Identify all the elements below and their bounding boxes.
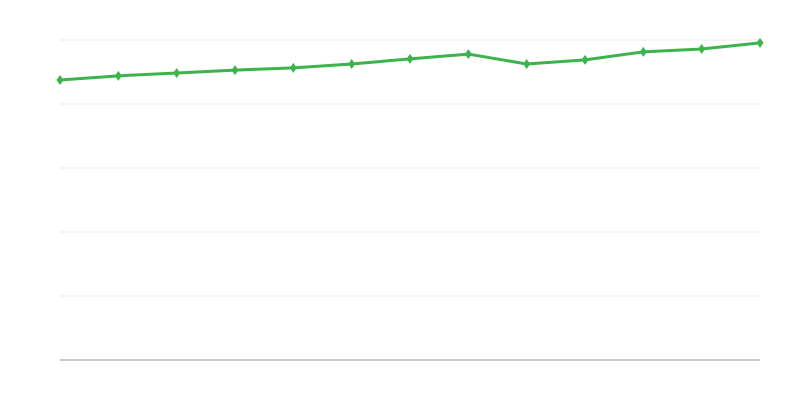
data-point[interactable] <box>173 67 181 78</box>
data-point[interactable] <box>698 43 706 54</box>
data-point[interactable] <box>289 62 297 73</box>
data-point[interactable] <box>581 54 589 65</box>
data-point[interactable] <box>406 53 414 64</box>
data-point[interactable] <box>756 37 764 48</box>
data-point[interactable] <box>114 70 122 81</box>
data-point[interactable] <box>231 65 239 76</box>
gridlines <box>60 39 760 361</box>
data-point[interactable] <box>56 75 64 85</box>
series-group <box>56 37 764 85</box>
data-point[interactable] <box>639 46 647 57</box>
data-point[interactable] <box>464 49 472 60</box>
data-point[interactable] <box>523 59 531 69</box>
data-point[interactable] <box>348 59 356 69</box>
